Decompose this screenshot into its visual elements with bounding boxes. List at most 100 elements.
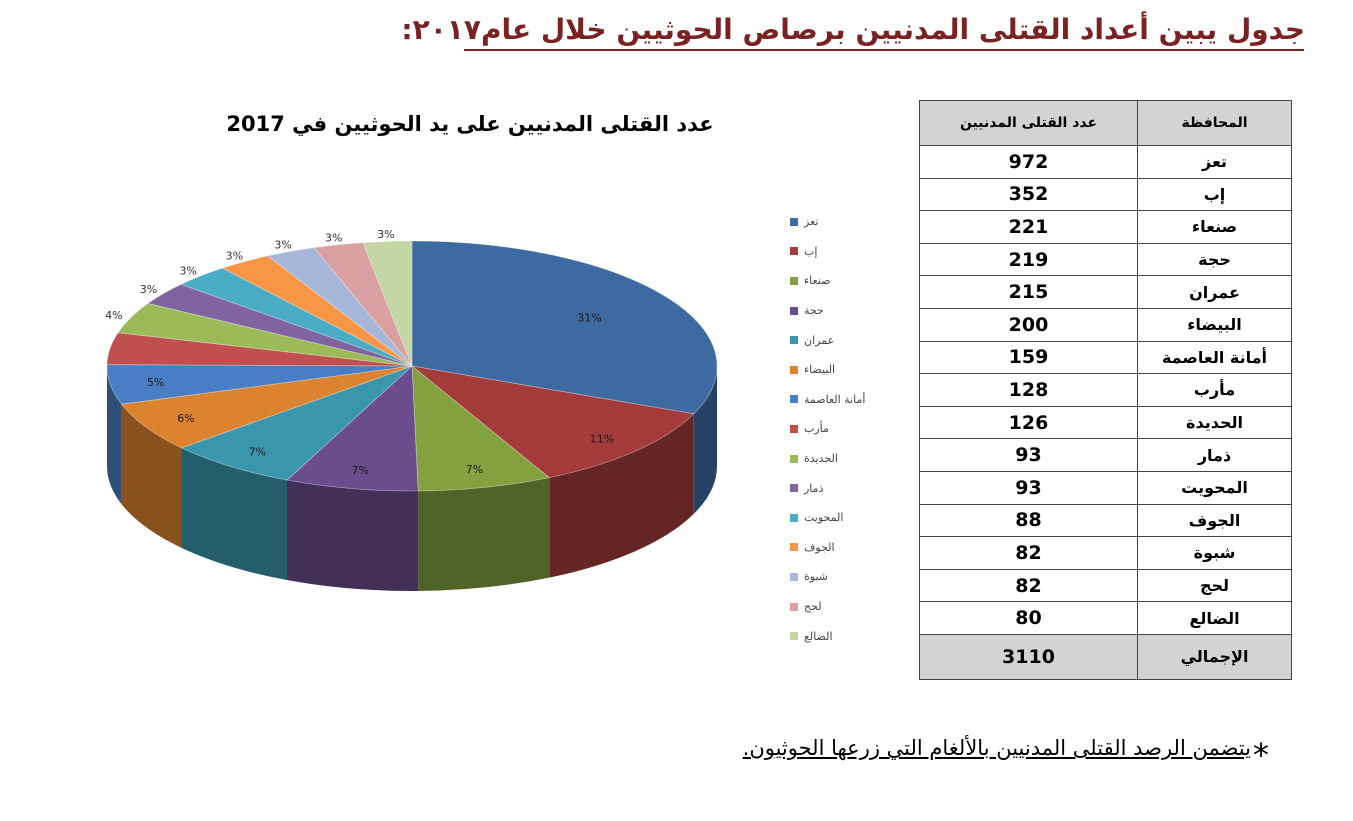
deaths-cell: 126 [919, 405, 1138, 440]
header-civilian-deaths: عدد القتلى المدنيين [919, 100, 1138, 146]
pie-data-label: 5% [147, 376, 164, 389]
legend-swatch [790, 395, 798, 404]
pie-data-label: 11% [590, 432, 614, 445]
table-row: صنعاء 221 [919, 210, 1292, 244]
table-row: حجة 219 [919, 242, 1292, 277]
governorate-cell: ذمار [1137, 438, 1292, 472]
table-row: المحويت 93 [919, 470, 1292, 505]
total-label-cell: الإجمالي [1137, 633, 1292, 680]
legend-swatch [790, 276, 798, 285]
deaths-cell: 88 [919, 503, 1138, 538]
header-governorate: المحافظة [1137, 100, 1292, 146]
legend-label: إب [804, 244, 818, 258]
table-row: لحج 82 [919, 568, 1292, 603]
legend-label: حجة [804, 304, 824, 318]
pie-data-label: 3% [226, 249, 243, 262]
pie-slice [106, 332, 413, 367]
governorate-cell: الحديدة [1137, 405, 1292, 440]
governorate-cell: صنعاء [1137, 210, 1292, 244]
pie-slice [147, 283, 413, 367]
pie-slice [411, 365, 551, 492]
pie-slice [106, 364, 413, 405]
pie-slice-side [121, 404, 182, 548]
legend-swatch [790, 217, 798, 226]
legend-label: لحج [804, 600, 822, 614]
governorate-cell: مأرب [1137, 373, 1292, 407]
pie-data-label: 31% [577, 311, 601, 324]
table-row: الجوف 88 [919, 503, 1292, 538]
legend-swatch [790, 602, 798, 611]
deaths-cell: 219 [919, 242, 1138, 277]
pie-data-label: 4% [100, 341, 101, 354]
legend-item: الضالع [790, 621, 910, 651]
deaths-cell: 972 [919, 145, 1138, 179]
pie-data-label: 6% [177, 412, 194, 425]
pie-data-label: 3% [140, 283, 157, 296]
chart-title: عدد القتلى المدنيين على يد الحوثيين في 2… [226, 112, 714, 136]
governorate-cell: تعز [1137, 145, 1292, 179]
governorate-cell: البيضاء [1137, 307, 1292, 342]
pie-slice [221, 255, 413, 367]
legend-item: الحديدة [790, 444, 910, 474]
pie-data-label: 3% [325, 231, 342, 244]
deaths-cell: 80 [919, 601, 1138, 635]
legend-item: لحج [790, 592, 910, 622]
pie-slice-side [107, 366, 122, 505]
pie-data-label: 7% [249, 445, 266, 458]
pie-data-label: 3% [274, 238, 291, 251]
pie-slice-side [181, 447, 288, 581]
governorate-cell: عمران [1137, 275, 1292, 309]
legend-label: الجوف [804, 540, 835, 554]
deaths-cell: 352 [919, 177, 1138, 212]
legend-item: عمران [790, 325, 910, 355]
pie-slice [286, 365, 419, 492]
pie-slice-side [418, 477, 550, 591]
footnote-asterisk: * [1253, 736, 1269, 774]
legend-item: أمانة العاصمة [790, 385, 910, 415]
deaths-cell: 93 [919, 470, 1138, 505]
pie-data-label: 4% [105, 309, 122, 322]
governorate-cell: لحج [1137, 568, 1292, 603]
legend-item: الجوف [790, 533, 910, 563]
casualties-table: المحافظة عدد القتلى المدنيين تعز 972 إب 352… [919, 100, 1292, 680]
table-row: الحديدة 126 [919, 405, 1292, 440]
deaths-cell: 215 [919, 275, 1138, 309]
legend-swatch [790, 365, 798, 374]
legend-label: عمران [804, 333, 835, 347]
legend-item: مأرب [790, 414, 910, 444]
total-value-cell: 3110 [919, 633, 1138, 680]
table-header-row: المحافظة عدد القتلى المدنيين [919, 100, 1292, 146]
legend-swatch [790, 247, 798, 256]
legend-swatch [790, 484, 798, 493]
legend-label: مأرب [804, 422, 829, 436]
legend-label: البيضاء [804, 363, 836, 377]
pie-data-label: 7% [466, 463, 483, 476]
pie-data-label: 7% [352, 464, 369, 477]
pie-slice-side [549, 413, 694, 578]
footnote-text: يتضمن الرصد القتلى المدنيين بالألغام الت… [742, 736, 1251, 760]
legend-label: صنعاء [804, 274, 831, 288]
legend-swatch [790, 513, 798, 522]
pie-data-label: 3% [179, 264, 196, 277]
legend-label: المحويت [804, 511, 844, 525]
deaths-cell: 82 [919, 536, 1138, 570]
deaths-cell: 93 [919, 438, 1138, 472]
table-row: مأرب 128 [919, 373, 1292, 407]
legend-label: تعز [804, 215, 819, 229]
table-row: البيضاء 200 [919, 307, 1292, 342]
table-total-row: الإجمالي 3110 [919, 633, 1292, 680]
pie-slice [120, 365, 413, 449]
legend-item: تعز [790, 207, 910, 237]
table-row: أمانة العاصمة 159 [919, 340, 1292, 375]
pie-slice-side [287, 480, 419, 591]
legend-swatch [790, 454, 798, 463]
pie-data-label: 3% [377, 230, 394, 241]
pie-slice [362, 240, 413, 367]
page-title: جدول يبين أعداد القتلى المدنيين برصاص ال… [401, 13, 1305, 46]
legend-item: ذمار [790, 473, 910, 503]
legend-swatch [790, 572, 798, 581]
table-row: عمران 215 [919, 275, 1292, 309]
pie-slice-side [693, 366, 717, 514]
pie-slice [117, 302, 413, 367]
governorate-cell: شبوة [1137, 536, 1292, 570]
